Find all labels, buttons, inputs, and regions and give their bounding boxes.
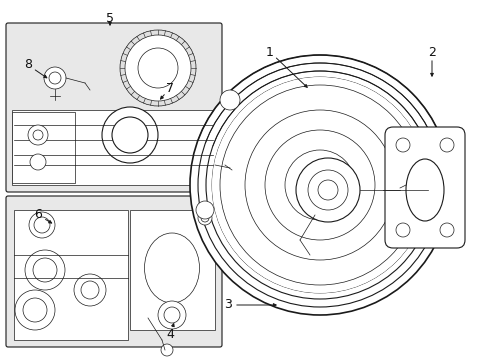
Circle shape	[29, 212, 55, 238]
Text: 3: 3	[224, 298, 232, 311]
Circle shape	[318, 180, 338, 200]
Text: 2: 2	[428, 45, 436, 58]
Circle shape	[33, 258, 57, 282]
Circle shape	[30, 154, 46, 170]
Circle shape	[138, 48, 178, 88]
Circle shape	[112, 117, 148, 153]
Circle shape	[15, 290, 55, 330]
Circle shape	[212, 77, 428, 293]
Ellipse shape	[145, 233, 199, 303]
Bar	[12, 112, 75, 183]
Circle shape	[28, 125, 48, 145]
Circle shape	[308, 170, 348, 210]
Circle shape	[34, 217, 50, 233]
Circle shape	[296, 158, 360, 222]
Circle shape	[33, 130, 43, 140]
Circle shape	[440, 138, 454, 152]
Circle shape	[125, 35, 191, 101]
Circle shape	[220, 90, 240, 110]
Circle shape	[102, 107, 158, 163]
Bar	[14, 210, 128, 340]
Circle shape	[120, 30, 196, 106]
Circle shape	[396, 223, 410, 237]
Text: 7: 7	[166, 81, 174, 94]
Circle shape	[409, 177, 421, 189]
Circle shape	[164, 307, 180, 323]
Text: 8: 8	[24, 58, 32, 72]
Bar	[12, 110, 215, 185]
Text: 5: 5	[106, 12, 114, 24]
Circle shape	[74, 274, 106, 306]
Circle shape	[396, 138, 410, 152]
Circle shape	[190, 55, 450, 315]
Circle shape	[196, 201, 214, 219]
Circle shape	[198, 211, 212, 225]
Bar	[130, 210, 215, 330]
FancyBboxPatch shape	[6, 23, 222, 192]
Circle shape	[81, 281, 99, 299]
FancyBboxPatch shape	[385, 127, 465, 248]
Text: 4: 4	[166, 328, 174, 342]
FancyBboxPatch shape	[6, 196, 222, 347]
Circle shape	[23, 298, 47, 322]
Ellipse shape	[406, 159, 444, 221]
Circle shape	[201, 214, 209, 222]
Circle shape	[25, 250, 65, 290]
Circle shape	[161, 344, 173, 356]
Text: 1: 1	[266, 45, 274, 58]
Text: 6: 6	[34, 208, 42, 221]
Circle shape	[440, 223, 454, 237]
Circle shape	[44, 67, 66, 89]
Circle shape	[49, 72, 61, 84]
Circle shape	[158, 301, 186, 329]
